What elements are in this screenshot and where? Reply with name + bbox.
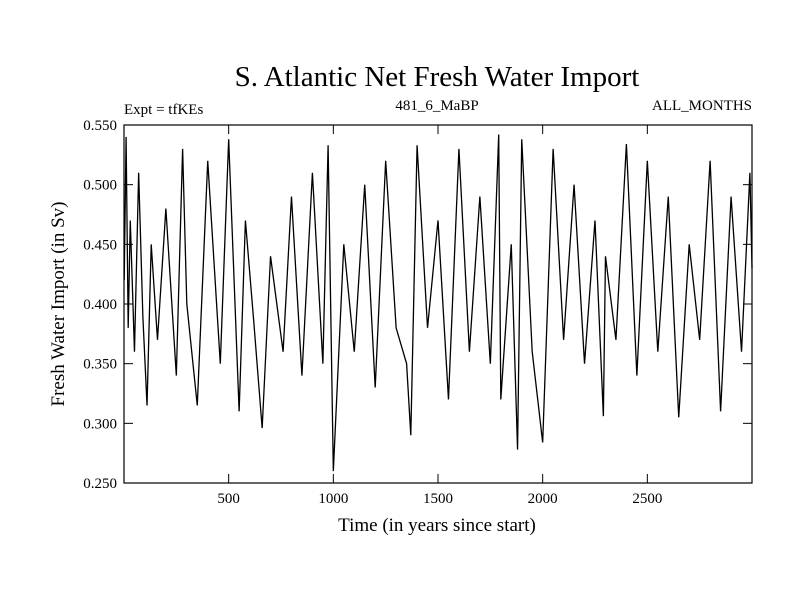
y-tick-label: 0.300 — [83, 416, 117, 432]
x-tick-label: 1000 — [318, 491, 348, 507]
x-tick-label: 2500 — [632, 491, 662, 507]
x-tick-label: 2000 — [528, 491, 558, 507]
y-axis-label: Fresh Water Import (in Sv) — [48, 202, 69, 407]
subtitle-left: Expt = tfKEs — [124, 102, 203, 118]
subtitle-center: 481_6_MaBP — [395, 98, 478, 114]
y-tick-label: 0.250 — [83, 476, 117, 492]
y-tick-label: 0.500 — [83, 178, 117, 194]
series-line — [123, 134, 753, 472]
y-axis: 0.250 0.300 0.350 0.400 0.450 0.500 0.550 — [83, 118, 752, 492]
y-tick-label: 0.350 — [83, 357, 117, 373]
x-tick-label: 500 — [217, 491, 240, 507]
plot-area — [123, 124, 753, 484]
y-tick-label: 0.450 — [83, 237, 117, 253]
x-axis-label: Time (in years since start) — [338, 515, 536, 536]
y-tick-label: 0.400 — [83, 297, 117, 313]
subtitle-right: ALL_MONTHS — [652, 98, 752, 114]
y-tick-label: 0.550 — [83, 118, 117, 134]
x-tick-label: 1500 — [423, 491, 453, 507]
chart-title: S. Atlantic Net Fresh Water Import — [235, 61, 640, 93]
plot-frame — [123, 124, 753, 484]
x-axis: 500 1000 1500 2000 2500 — [217, 125, 662, 507]
